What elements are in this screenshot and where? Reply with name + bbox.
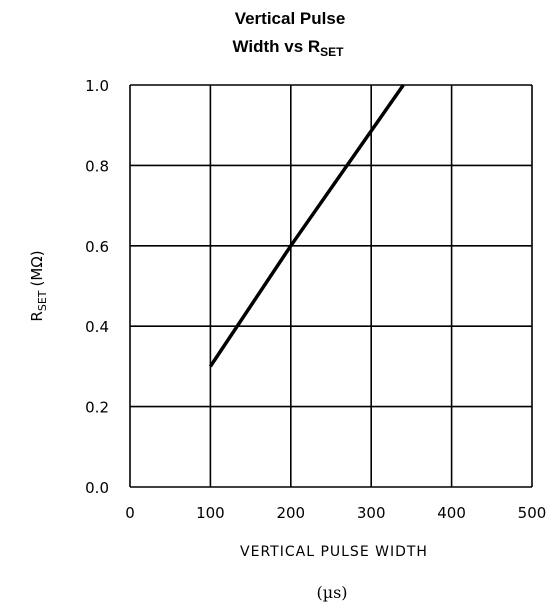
chart-title-line2: Width vs RSET bbox=[232, 37, 344, 59]
y-tick-label: 0.2 bbox=[85, 399, 109, 417]
x-tick-label: 300 bbox=[357, 504, 386, 522]
x-tick-label: 500 bbox=[518, 504, 547, 522]
x-tick-label: 100 bbox=[196, 504, 225, 522]
y-axis-label-unit: (MΩ) bbox=[28, 250, 46, 286]
x-tick-labels: 0 100 200 300 400 500 bbox=[125, 504, 546, 522]
y-axis-label-main: R bbox=[28, 311, 46, 321]
grid bbox=[129, 84, 533, 488]
x-tick-label: 400 bbox=[437, 504, 466, 522]
y-tick-label: 0.8 bbox=[85, 157, 109, 175]
x-axis-label: VERTICAL PULSE WIDTH bbox=[240, 544, 428, 560]
series-group bbox=[208, 83, 405, 368]
y-tick-label: 0.6 bbox=[85, 238, 109, 256]
y-tick-label: 0.4 bbox=[85, 318, 109, 336]
x-axis-unit: (µs) bbox=[316, 583, 347, 602]
y-axis-label-sub: SET bbox=[36, 290, 49, 311]
y-tick-label: 1.0 bbox=[85, 77, 109, 95]
y-axis-label: RSET (MΩ) bbox=[28, 250, 49, 321]
x-tick-label: 0 bbox=[125, 504, 135, 522]
y-tick-labels: 0.0 0.2 0.4 0.6 0.8 1.0 bbox=[85, 77, 109, 497]
series-line bbox=[208, 83, 405, 368]
chart-title-line2-sub: SET bbox=[320, 45, 344, 59]
x-tick-label: 200 bbox=[276, 504, 305, 522]
chart-title-line1: Vertical Pulse bbox=[235, 9, 346, 28]
y-tick-label: 0.0 bbox=[85, 479, 109, 497]
chart-title-line2-main: Width vs R bbox=[232, 37, 320, 56]
